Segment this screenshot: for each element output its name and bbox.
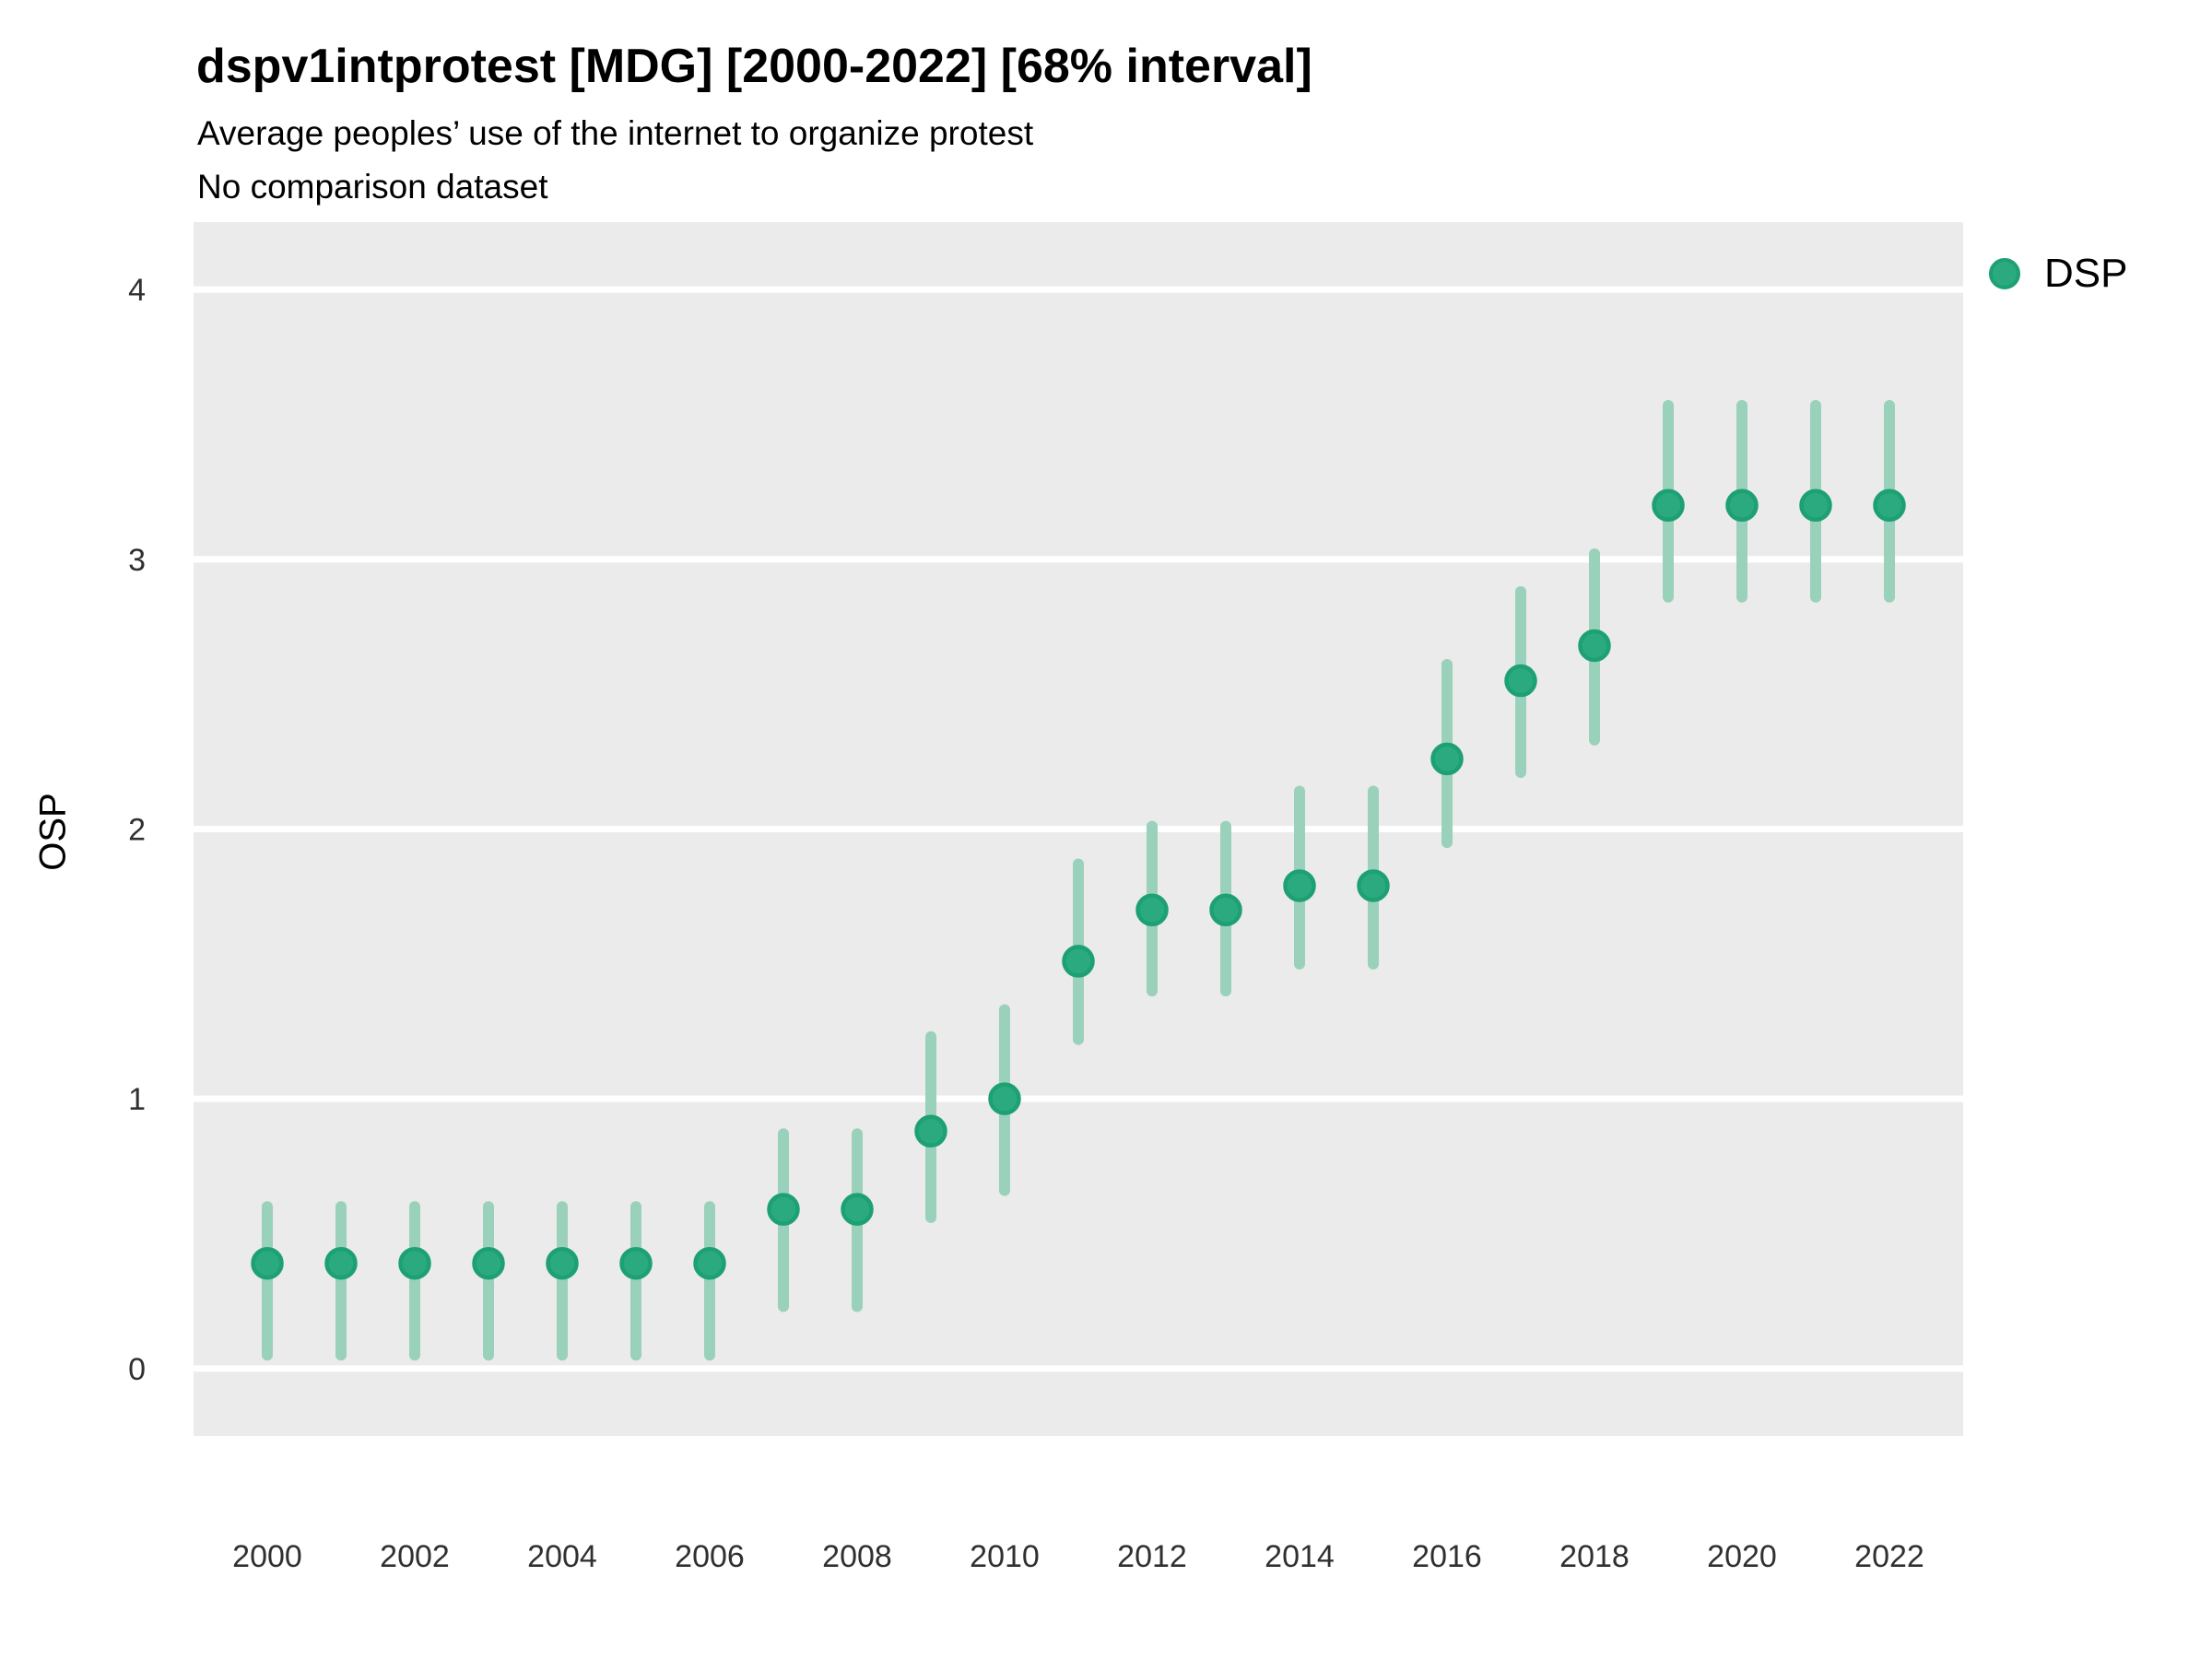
data-point-2010 (988, 1082, 1021, 1115)
data-point-2003 (472, 1246, 505, 1280)
y-tick-label-4: 4 (128, 273, 146, 308)
legend: DSP (1989, 251, 2127, 297)
data-point-2007 (767, 1193, 800, 1226)
chart-title: dspv1intprotest [MDG] [2000-2022] [68% i… (196, 40, 1312, 93)
x-tick-label-2002: 2002 (380, 1539, 450, 1574)
data-point-2005 (619, 1246, 653, 1280)
legend-label: DSP (2044, 251, 2128, 296)
y-tick-label-2: 2 (128, 813, 146, 848)
y-tick-label-1: 1 (128, 1082, 146, 1117)
data-point-2009 (914, 1114, 947, 1148)
x-tick-label-2006: 2006 (675, 1539, 745, 1574)
data-point-2008 (841, 1193, 874, 1226)
x-tick-label-2000: 2000 (232, 1539, 302, 1574)
x-tick-label-2010: 2010 (970, 1539, 1040, 1574)
y-tick-label-3: 3 (128, 543, 146, 578)
data-point-2015 (1357, 869, 1390, 902)
data-point-2004 (546, 1246, 579, 1280)
legend-point-icon (1989, 258, 2020, 289)
data-point-2019 (1652, 488, 1685, 523)
data-point-2006 (693, 1246, 726, 1280)
data-point-2021 (1799, 488, 1832, 523)
data-point-2022 (1873, 488, 1906, 523)
data-point-2013 (1209, 893, 1242, 927)
x-tick-label-2020: 2020 (1707, 1539, 1777, 1574)
chart-note: No comparison dataset (197, 168, 548, 206)
x-tick-label-2022: 2022 (1854, 1539, 1924, 1574)
x-tick-label-2012: 2012 (1117, 1539, 1187, 1574)
data-point-2011 (1062, 945, 1095, 978)
data-point-2017 (1504, 664, 1537, 698)
chart-subtitle: Average peoples’ use of the internet to … (197, 114, 1034, 152)
data-point-2001 (324, 1246, 358, 1280)
data-point-2018 (1578, 629, 1611, 663)
data-point-2014 (1283, 869, 1316, 902)
x-tick-label-2008: 2008 (822, 1539, 892, 1574)
data-point-2012 (1135, 893, 1169, 927)
x-tick-label-2014: 2014 (1265, 1539, 1335, 1574)
data-point-2020 (1725, 488, 1759, 523)
data-point-2002 (398, 1246, 431, 1280)
x-tick-label-2018: 2018 (1559, 1539, 1630, 1574)
x-tick-label-2004: 2004 (527, 1539, 597, 1574)
y-tick-label-0: 0 (128, 1352, 146, 1387)
data-point-2016 (1430, 742, 1464, 776)
data-point-2000 (251, 1246, 284, 1280)
x-tick-label-2016: 2016 (1412, 1539, 1482, 1574)
